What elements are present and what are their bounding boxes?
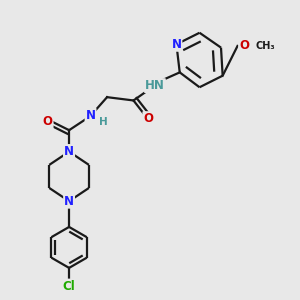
Text: Cl: Cl	[63, 280, 76, 292]
Text: O: O	[43, 116, 52, 128]
Text: HN: HN	[145, 79, 165, 92]
Text: O: O	[239, 40, 249, 52]
Text: N: N	[171, 38, 182, 51]
Text: O: O	[143, 112, 153, 125]
Text: N: N	[64, 145, 74, 158]
Text: N: N	[85, 109, 96, 122]
Text: N: N	[64, 195, 74, 208]
Text: H: H	[99, 117, 108, 127]
Text: CH₃: CH₃	[255, 41, 274, 51]
Text: N: N	[64, 145, 74, 158]
